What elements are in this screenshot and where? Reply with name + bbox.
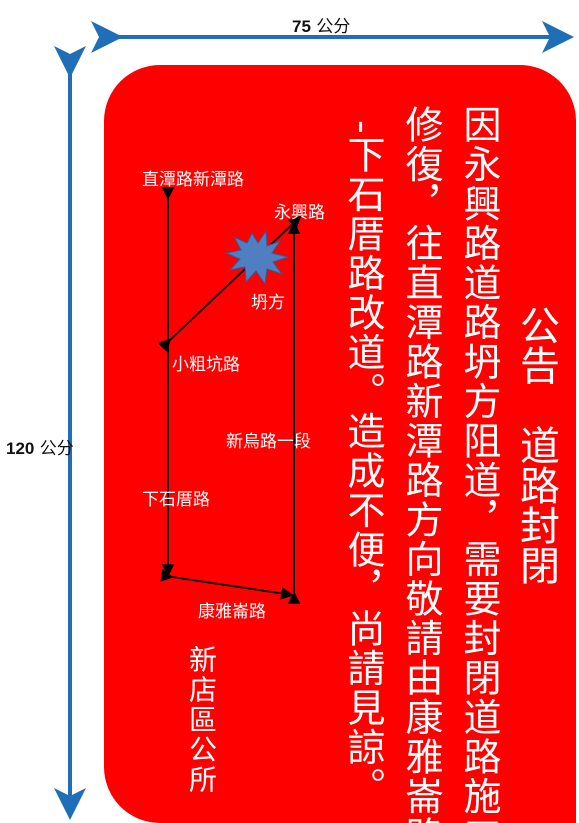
label-xiaocukeng-road: 小粗坑路 [172, 355, 240, 375]
width-unit: 公分 [316, 17, 351, 37]
label-yongxing-road: 永興路 [274, 203, 325, 223]
width-dimension-label: 75 公分 [292, 12, 350, 37]
notice-line-3: -下石厝路改道。造成不便，尚請見諒。 [341, 120, 385, 807]
height-value: 120 [6, 439, 35, 458]
notice-line-2: 修復，往直潭路新潭路方向敬請由康雅崙路 [399, 105, 443, 823]
label-kangyalun-road: 康雅崙路 [198, 602, 266, 622]
width-value: 75 [292, 17, 311, 36]
label-xinwu-road-sec1: 新烏路一段 [226, 432, 311, 452]
notice-title: 公告 道路封閉 [513, 305, 559, 585]
issuer-name: 新店區公所 [185, 645, 218, 795]
height-dimension-label: 120 公分 [6, 434, 74, 459]
landslide-marker [224, 229, 290, 286]
notice-line-1: 因永興路道路坍方阻道，需要封閉道路施工 [457, 105, 501, 823]
label-xiashicuo-road: 下石厝路 [142, 490, 210, 510]
road-line-bottom [160, 569, 294, 600]
road-line-diagonal [157, 215, 302, 352]
road-closure-sign: 直潭路新潭路 永興路 坍方 小粗坑路 新烏路一段 下石厝路 康雅崙路 公告 道路… [104, 65, 576, 823]
label-landslide: 坍方 [251, 293, 285, 313]
height-unit: 公分 [39, 439, 74, 459]
detour-map [157, 187, 302, 604]
label-zhitan-xintan-road: 直潭路新潭路 [142, 170, 244, 190]
